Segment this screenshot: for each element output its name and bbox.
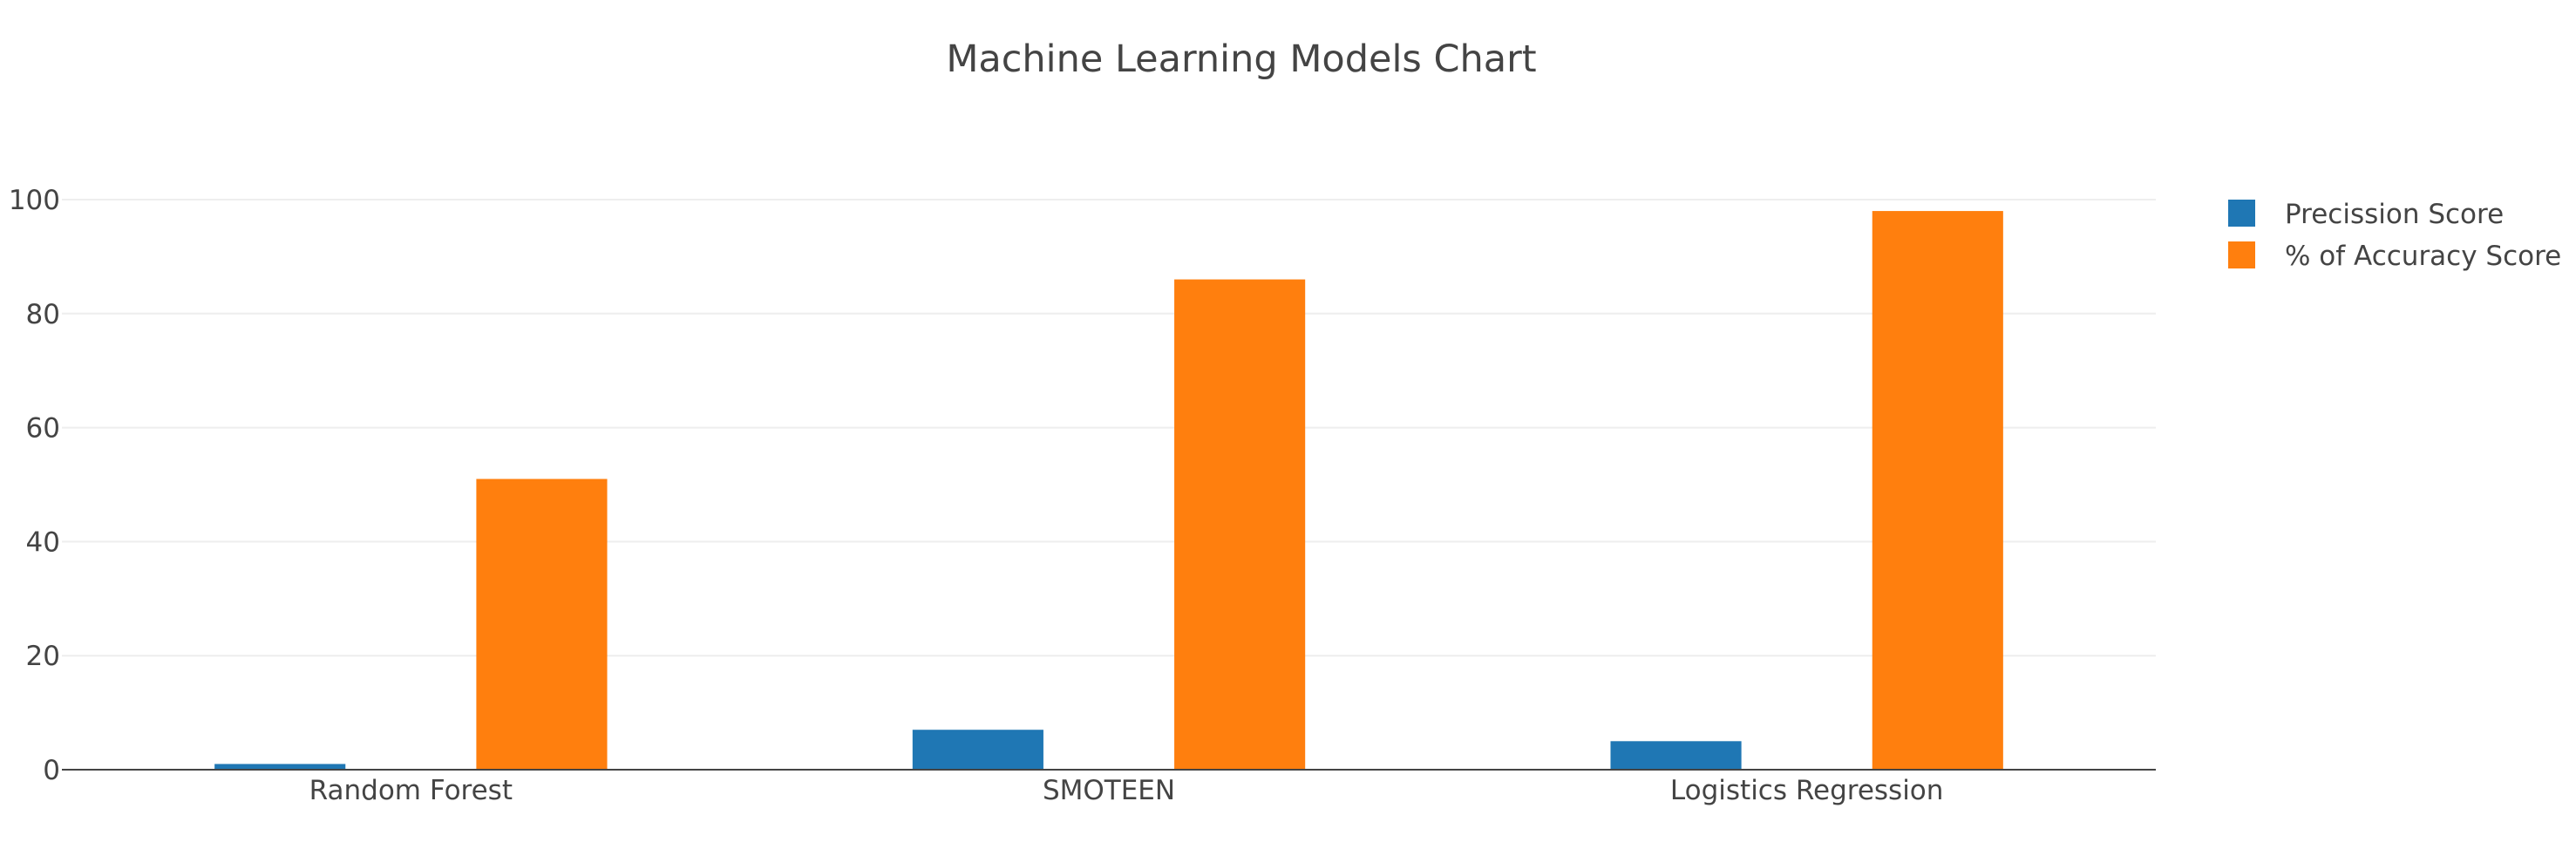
bar-accuracy-2[interactable] (1872, 211, 2003, 770)
legend-swatch (2228, 200, 2255, 227)
y-tick-label: 100 (9, 185, 60, 216)
y-tick-label: 60 (26, 413, 60, 445)
bar-accuracy-0[interactable] (476, 479, 608, 770)
legend-item[interactable]: % of Accuracy Score (2228, 241, 2561, 272)
legend-label: Precission Score (2285, 199, 2504, 230)
bars (214, 211, 2003, 770)
x-tick-label: Logistics Regression (1670, 775, 1944, 806)
x-axis-ticks: Random Forest SMOTEEN Logistics Regression (309, 775, 1944, 806)
x-tick-label: SMOTEEN (1043, 775, 1175, 806)
legend[interactable]: Precission Score % of Accuracy Score (2228, 199, 2561, 272)
y-tick-label: 40 (26, 526, 60, 558)
bar-precision-2[interactable] (1610, 741, 1742, 770)
legend-item[interactable]: Precission Score (2228, 199, 2504, 230)
x-tick-label: Random Forest (309, 775, 513, 806)
bar-accuracy-1[interactable] (1174, 279, 1306, 770)
gridlines (62, 199, 2156, 657)
y-axis-ticks: 0 20 40 60 80 100 (9, 185, 60, 786)
bar-precision-1[interactable] (912, 730, 1043, 770)
y-tick-label: 80 (26, 299, 60, 330)
bar-precision-0[interactable] (214, 764, 346, 770)
y-tick-label: 20 (26, 641, 60, 672)
legend-swatch (2228, 241, 2255, 268)
legend-label: % of Accuracy Score (2285, 241, 2561, 272)
chart-title: Machine Learning Models Chart (946, 37, 1536, 81)
y-tick-label: 0 (43, 755, 60, 786)
